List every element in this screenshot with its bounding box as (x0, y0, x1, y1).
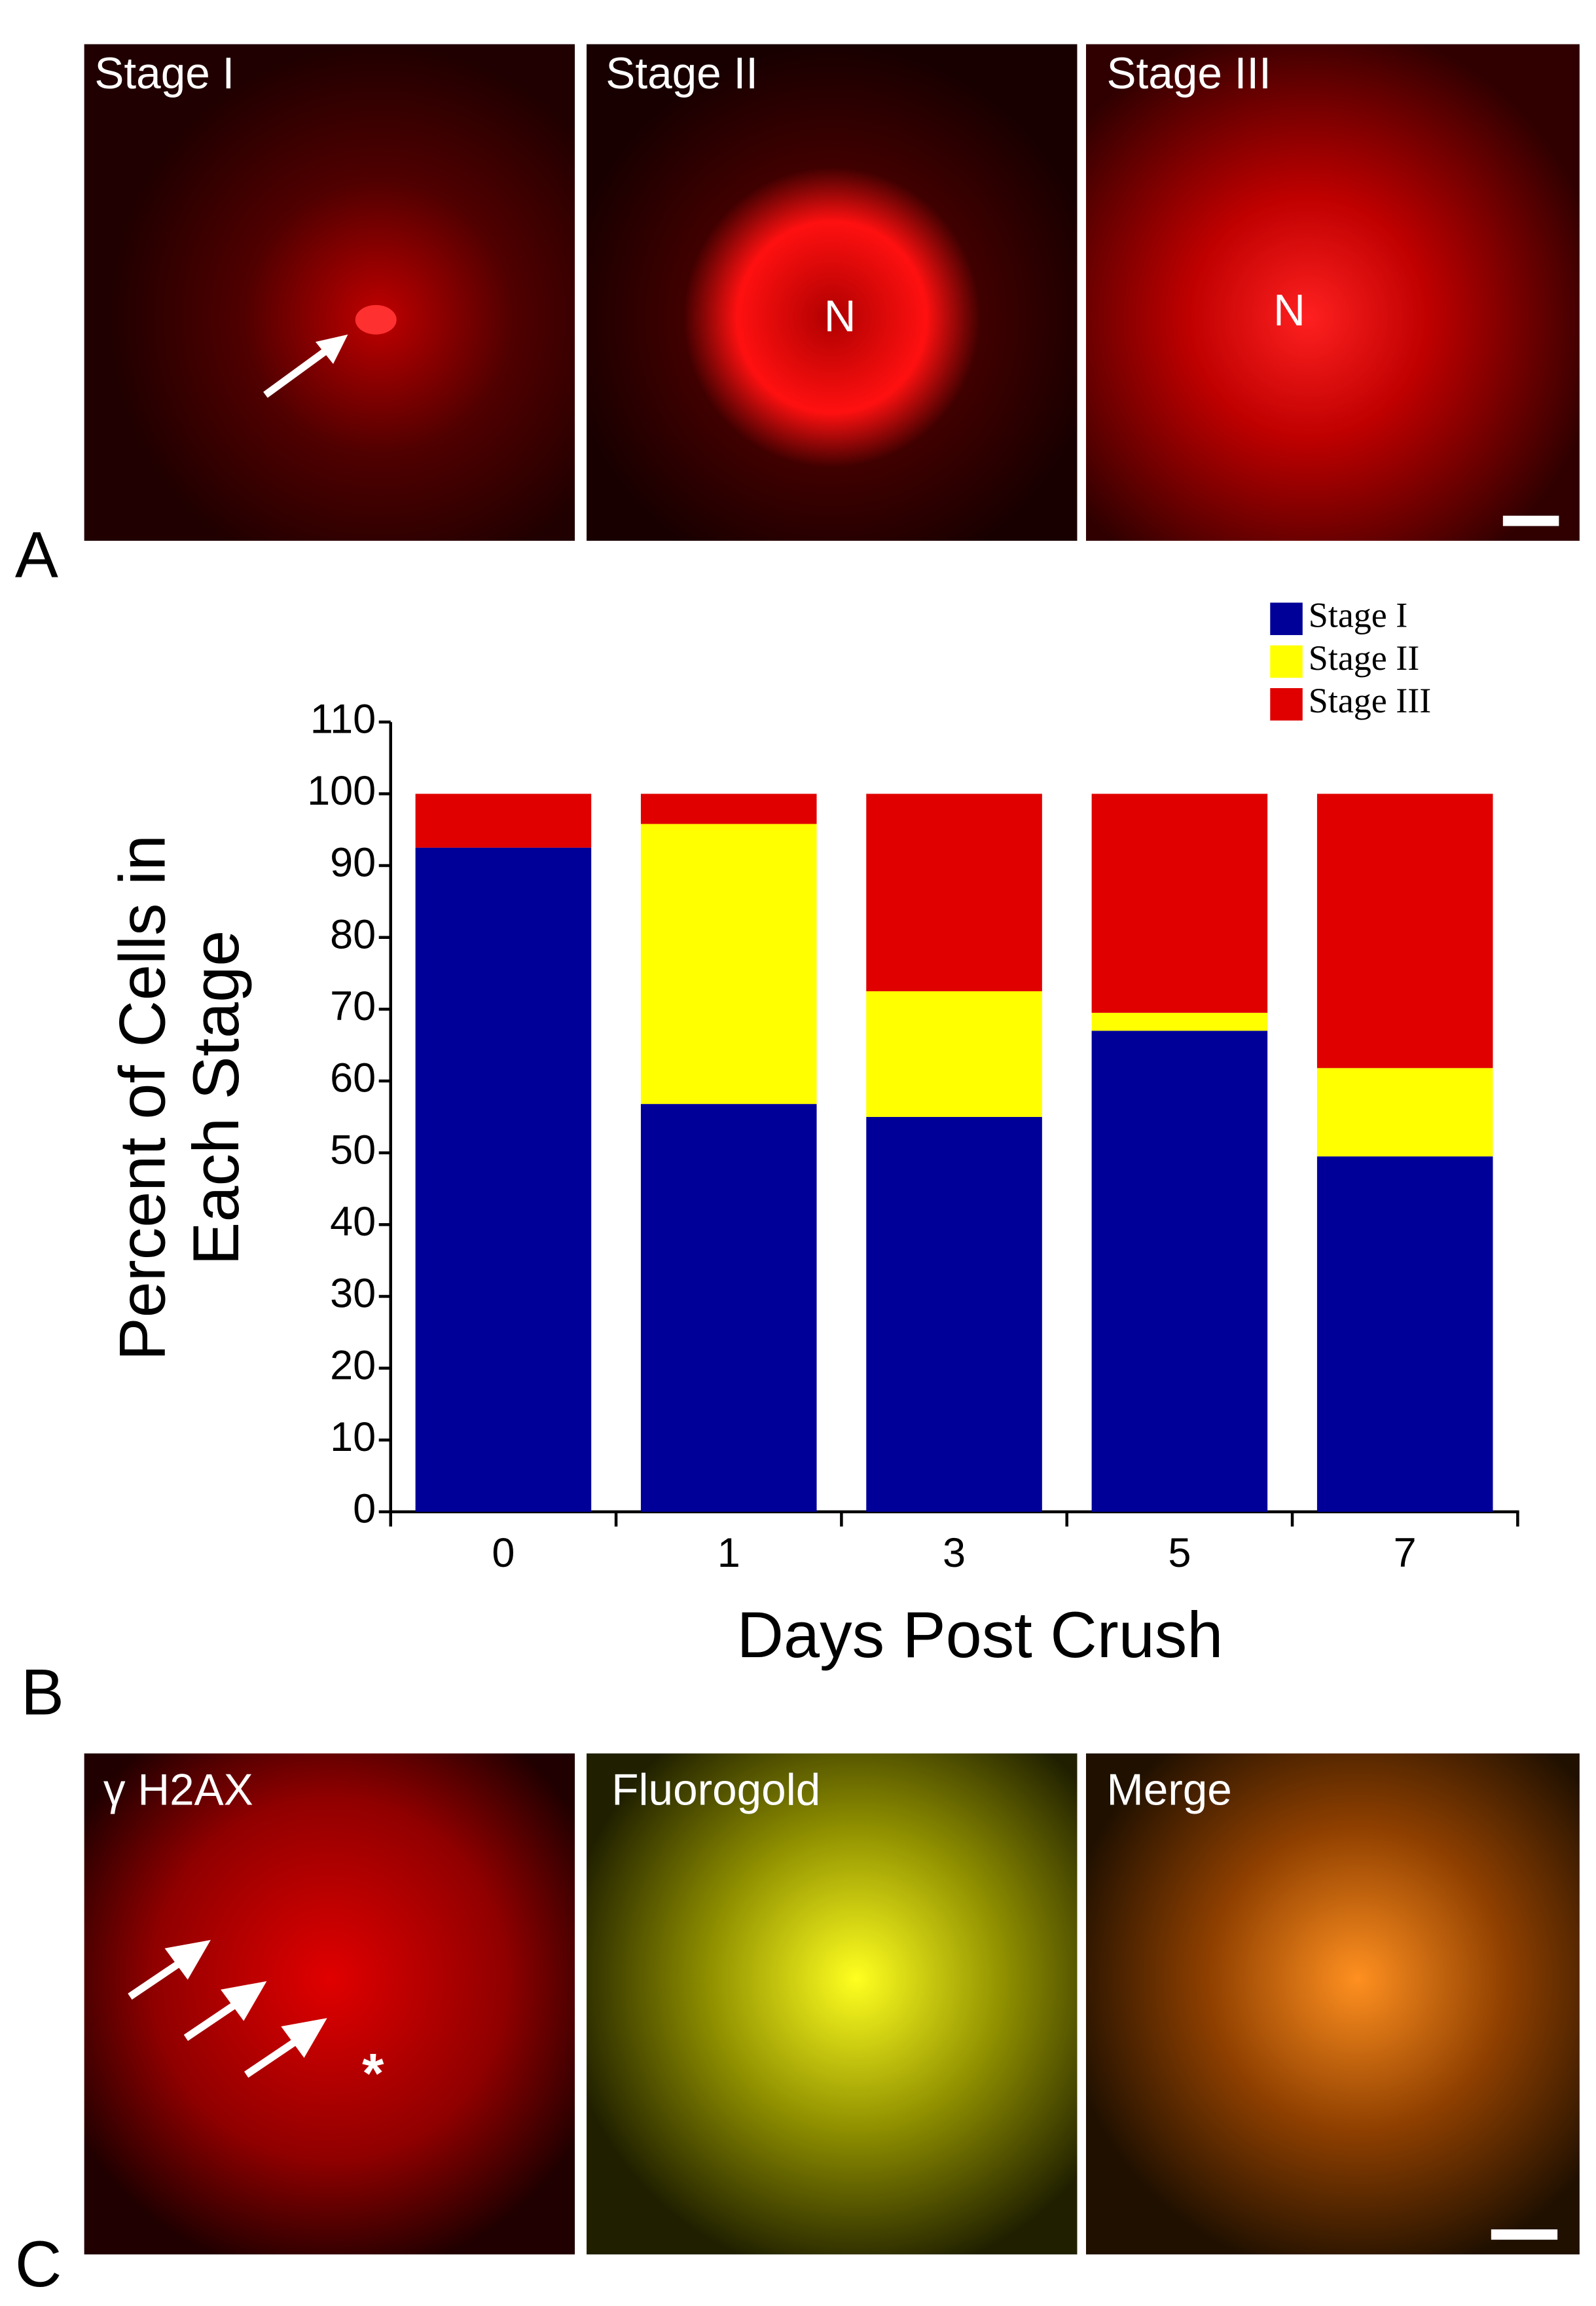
x-tick-label: 5 (1168, 1530, 1191, 1576)
y-tick-label: 50 (330, 1127, 376, 1173)
legend-label: Stage III (1309, 681, 1431, 720)
legend-swatch (1270, 602, 1303, 635)
x-tick-label: 7 (1394, 1530, 1417, 1576)
micrograph (1085, 1753, 1580, 2255)
micrograph (587, 1753, 1078, 2255)
y-tick-label: 80 (330, 911, 376, 957)
bar-segment (866, 991, 1042, 1117)
bar-segment (1316, 1156, 1493, 1512)
bar-segment (1316, 1068, 1493, 1157)
bar-segment (866, 794, 1042, 991)
asterisk: * (362, 2043, 384, 2105)
y-tick-label: 90 (330, 840, 376, 886)
bar-segment (415, 847, 592, 1512)
micrograph (1085, 44, 1580, 541)
x-tick-label: 0 (492, 1530, 515, 1576)
nucleus-marker: N (824, 292, 856, 341)
panel-letter: B (21, 1656, 64, 1729)
panel-letter: A (15, 518, 58, 591)
y-tick-label: 70 (330, 983, 376, 1029)
y-tick-label: 100 (307, 768, 376, 814)
spot (355, 304, 397, 335)
y-tick-label: 40 (330, 1199, 376, 1245)
arrow-head (315, 334, 348, 364)
arrows (128, 1939, 327, 2078)
legend-label: Stage I (1309, 596, 1407, 635)
panel-title: Stage II (606, 49, 758, 98)
panel-title: Stage III (1106, 49, 1271, 98)
micrograph (587, 44, 1078, 541)
scale-bar (1502, 515, 1559, 526)
y-tick-label: 10 (330, 1414, 376, 1460)
bar-segment (640, 824, 817, 1105)
bar-segment (866, 1116, 1042, 1512)
panel-title: Fluorogold (611, 1766, 820, 1815)
x-tick-label: 3 (943, 1530, 966, 1576)
scale-bar (1491, 2229, 1558, 2240)
panel-title: Stage I (94, 49, 234, 98)
panel-title: γ H2AX (103, 1766, 253, 1815)
legend-label: Stage II (1309, 638, 1419, 678)
y-tick-label: 0 (353, 1486, 376, 1532)
legend-swatch (1270, 687, 1303, 721)
micrograph (84, 1753, 575, 2255)
y-tick-label: 60 (330, 1055, 376, 1101)
bar-segment (1091, 1031, 1268, 1512)
x-tick-label: 1 (717, 1530, 740, 1576)
bar-segment (1091, 1012, 1268, 1031)
y-axis-title: Percent of Cells in (106, 835, 179, 1361)
nucleus-marker: N (1273, 286, 1305, 335)
bar-segment (640, 794, 817, 824)
bar-segment (640, 1104, 817, 1512)
bar-segment (415, 794, 592, 848)
y-tick-label: 20 (330, 1342, 376, 1388)
bar-segment (1316, 794, 1493, 1069)
panel-title: Merge (1106, 1766, 1231, 1815)
x-axis-title: Days Post Crush (737, 1598, 1224, 1671)
y-axis-title: Each Stage (179, 930, 252, 1266)
micrograph (84, 44, 575, 541)
legend-swatch (1270, 645, 1303, 678)
panel-letter: C (15, 2227, 62, 2300)
bar-segment (1091, 794, 1268, 1013)
y-tick-label: 30 (330, 1271, 376, 1317)
y-tick-label: 110 (310, 696, 376, 742)
